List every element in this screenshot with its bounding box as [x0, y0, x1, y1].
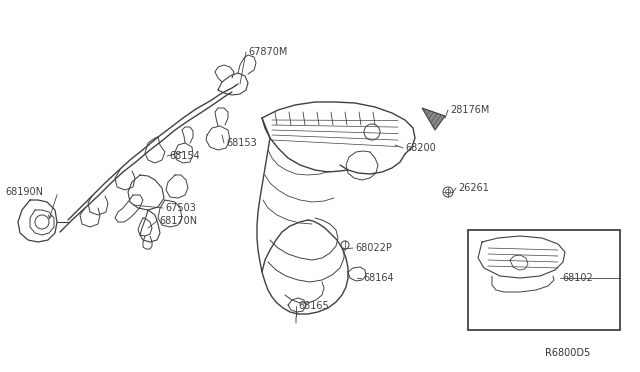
Text: 28176M: 28176M — [450, 105, 490, 115]
Text: 68153: 68153 — [226, 138, 257, 148]
Text: 68165: 68165 — [298, 301, 329, 311]
Polygon shape — [422, 108, 445, 130]
Text: 68190N: 68190N — [5, 187, 43, 197]
Bar — [468, 230, 620, 330]
Text: 67870M: 67870M — [248, 47, 287, 57]
Text: 67503: 67503 — [165, 203, 196, 213]
Text: R6800D5: R6800D5 — [545, 348, 590, 358]
Text: 68170N: 68170N — [159, 216, 197, 226]
Text: 68200: 68200 — [405, 143, 436, 153]
Text: 68022P: 68022P — [355, 243, 392, 253]
Text: 68154: 68154 — [169, 151, 200, 161]
Text: 68164: 68164 — [363, 273, 394, 283]
Text: 26261: 26261 — [458, 183, 489, 193]
Text: 68102: 68102 — [562, 273, 593, 283]
